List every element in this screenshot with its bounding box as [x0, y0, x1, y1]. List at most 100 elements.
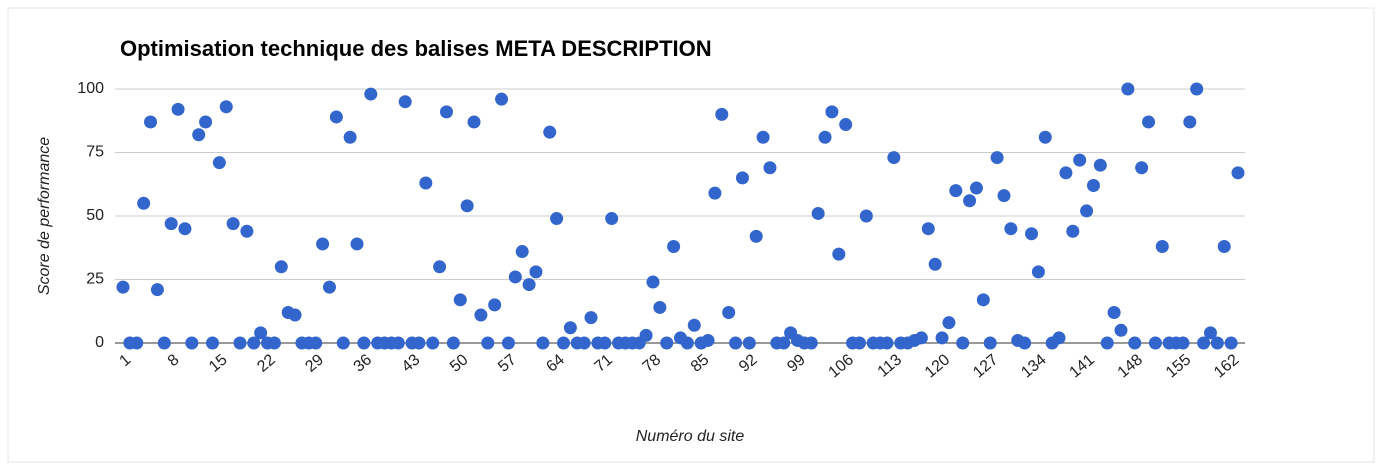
point [322, 280, 336, 294]
point [439, 105, 453, 119]
point [722, 306, 736, 320]
point [729, 336, 743, 350]
point [949, 184, 963, 198]
point [605, 212, 619, 226]
point [1203, 326, 1217, 340]
point [267, 336, 281, 350]
point [818, 130, 832, 144]
point [226, 217, 240, 231]
point [247, 336, 261, 350]
point [653, 300, 667, 314]
frame [7, 7, 1375, 463]
point [1031, 265, 1045, 279]
point [357, 336, 371, 350]
point [1080, 204, 1094, 218]
point [515, 245, 529, 259]
point [309, 336, 323, 350]
y-tick-label: 75 [86, 144, 104, 161]
point [969, 181, 983, 195]
x-axis-title: Numéro du site [636, 428, 745, 445]
point [488, 298, 502, 312]
point [983, 336, 997, 350]
chart-title: Optimisation technique des balises META … [120, 36, 712, 61]
point [1038, 130, 1052, 144]
point [164, 217, 178, 231]
point [859, 209, 873, 223]
point [749, 229, 763, 243]
point [144, 115, 158, 129]
point [364, 87, 378, 101]
point [646, 275, 660, 289]
point [137, 196, 151, 210]
y-tick-label: 0 [95, 334, 104, 351]
point [467, 115, 481, 129]
point [887, 151, 901, 165]
point [412, 336, 426, 350]
point [185, 336, 199, 350]
point [935, 331, 949, 345]
point [921, 222, 935, 236]
point [508, 270, 522, 284]
point [1059, 166, 1073, 180]
point [522, 278, 536, 292]
point [391, 336, 405, 350]
point [1018, 336, 1032, 350]
point [240, 224, 254, 238]
point [433, 260, 447, 274]
point [577, 336, 591, 350]
point [150, 283, 164, 297]
point [825, 105, 839, 119]
point [446, 336, 460, 350]
point [990, 151, 1004, 165]
y-tick-label: 25 [86, 271, 104, 288]
point [777, 336, 791, 350]
y-tick-label: 50 [86, 207, 104, 224]
point [1217, 239, 1231, 253]
point [536, 336, 550, 350]
point [1183, 115, 1197, 129]
point [1128, 336, 1142, 350]
point [563, 321, 577, 335]
point [495, 92, 509, 106]
point [963, 194, 977, 208]
point [942, 316, 956, 330]
point [1025, 227, 1039, 241]
point [660, 336, 674, 350]
point [474, 308, 488, 322]
point [1190, 82, 1204, 96]
point [742, 336, 756, 350]
point [419, 176, 433, 190]
point [880, 336, 894, 350]
point [1231, 166, 1245, 180]
point [205, 336, 219, 350]
point [1121, 82, 1135, 96]
point [735, 171, 749, 185]
point [1210, 336, 1224, 350]
point [680, 336, 694, 350]
point [956, 336, 970, 350]
point [701, 333, 715, 347]
point [316, 237, 330, 251]
point [550, 212, 564, 226]
point [329, 110, 343, 124]
point [288, 308, 302, 322]
point [426, 336, 440, 350]
point [543, 125, 557, 139]
y-tick-label: 100 [77, 80, 104, 97]
point [1142, 115, 1156, 129]
point [1100, 336, 1114, 350]
point [763, 161, 777, 175]
point [1052, 331, 1066, 345]
point [178, 222, 192, 236]
point [453, 293, 467, 307]
point [1086, 179, 1100, 193]
point [804, 336, 818, 350]
point [976, 293, 990, 307]
point [116, 280, 130, 294]
point [274, 260, 288, 274]
point [997, 189, 1011, 203]
point [667, 239, 681, 253]
point [1114, 323, 1128, 337]
point [254, 326, 268, 340]
